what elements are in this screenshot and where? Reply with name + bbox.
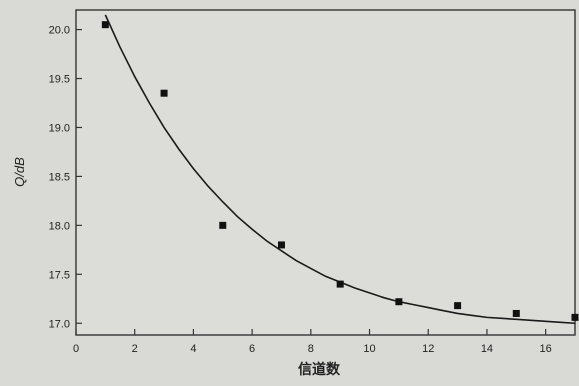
x-tick-label: 6	[249, 343, 255, 355]
x-tick-label: 4	[190, 343, 196, 355]
data-points	[101, 21, 579, 321]
y-tick-label: 17.5	[49, 269, 70, 281]
y-tick-label: 20.0	[49, 25, 70, 37]
x-tick-label: 12	[422, 343, 434, 355]
x-tick-label: 8	[308, 343, 314, 355]
x-axis-label: 信道数	[298, 361, 341, 377]
y-tick-label: 17.0	[49, 318, 70, 330]
data-point	[395, 298, 403, 306]
data-point	[219, 221, 227, 229]
x-tick-label: 0	[73, 343, 79, 355]
plot-area	[75, 9, 576, 336]
data-point	[454, 302, 462, 310]
y-axis-label: Q/dB	[12, 157, 27, 187]
data-point	[512, 309, 520, 317]
x-tick-label: 16	[540, 343, 552, 355]
data-point	[160, 89, 168, 97]
x-axis-ticks: 0 2 4 6 8 10 12 14 16	[73, 329, 552, 355]
data-point	[336, 280, 344, 288]
x-tick-label: 10	[363, 343, 375, 355]
y-tick-label: 18.5	[49, 171, 70, 183]
y-tick-label: 18.0	[49, 220, 70, 232]
y-tick-label: 19.0	[49, 122, 70, 134]
y-axis-ticks: 17.0 17.5 18.0 18.5 19.0 19.5 20.0	[49, 25, 82, 330]
x-tick-label: 14	[481, 343, 493, 355]
data-point	[277, 241, 285, 249]
x-tick-label: 2	[132, 343, 138, 355]
y-tick-label: 19.5	[49, 74, 70, 86]
data-point	[101, 21, 109, 29]
data-point	[571, 313, 579, 321]
